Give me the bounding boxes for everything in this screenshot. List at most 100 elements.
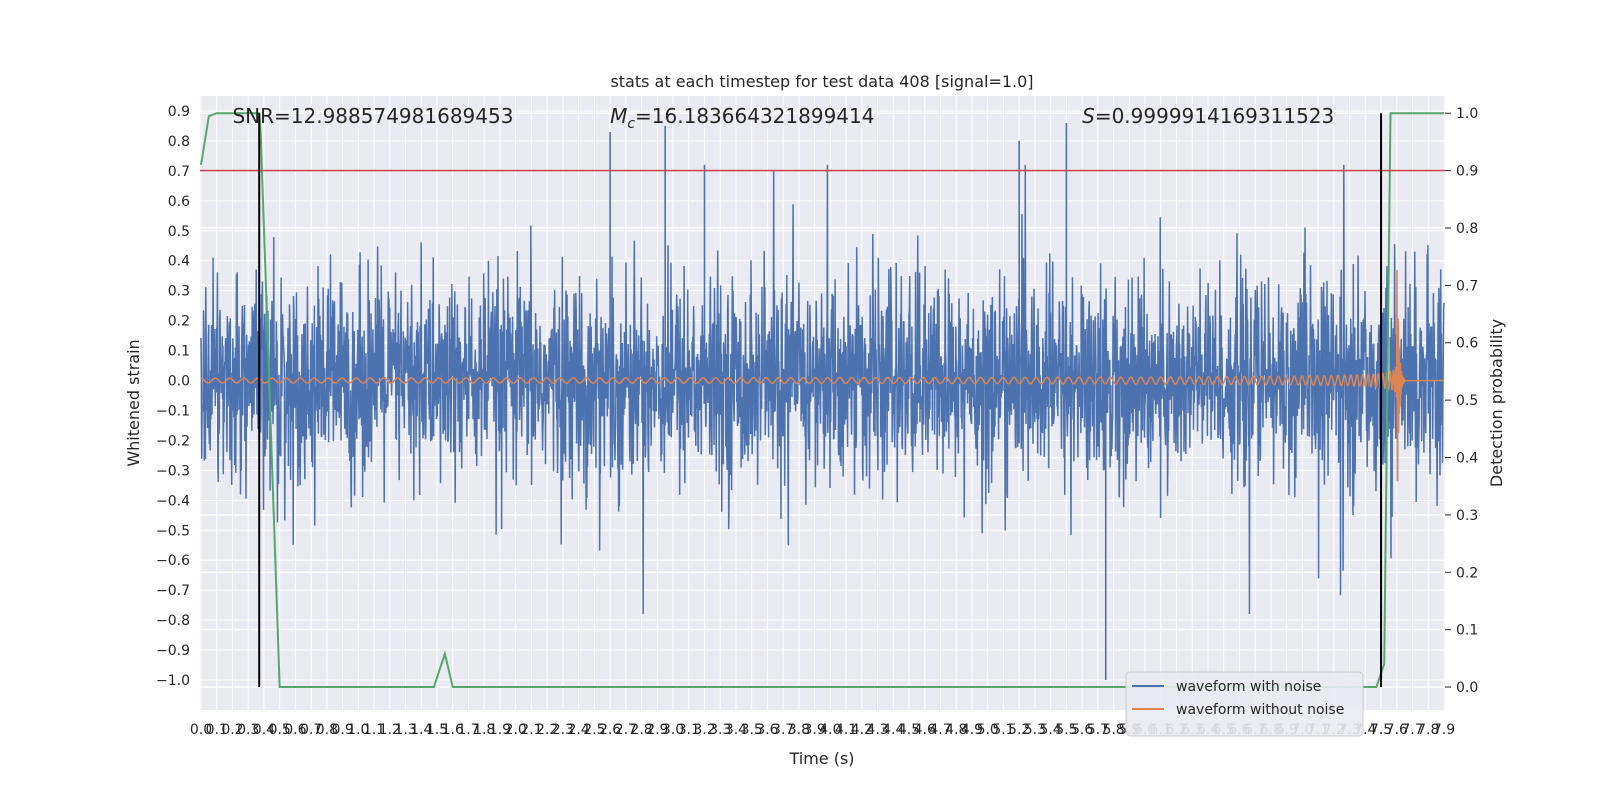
stat-annotation-name: S xyxy=(1082,104,1095,128)
x-tick-label: 2.0 xyxy=(505,722,527,738)
x-tick-label: 1.4 xyxy=(410,722,432,738)
stat-annotation: Mc=16.183664321899414 xyxy=(610,104,874,132)
y2-tick-label: 0.7 xyxy=(1456,278,1478,294)
y-tick-label: −0.2 xyxy=(156,433,190,449)
annotations: SNR=12.988574981689453 Mc=16.183664321899… xyxy=(232,104,1334,132)
y-tick-label: 0.4 xyxy=(168,254,190,270)
x-tick-label: 5.6 xyxy=(1071,722,1093,738)
x-tick-label: 5.8 xyxy=(1102,722,1124,738)
x-tick-label: 3.7 xyxy=(772,722,794,738)
y-tick-label: −0.9 xyxy=(156,643,190,659)
x-tick-label: 4.6 xyxy=(914,722,936,738)
x-tick-label: 1.6 xyxy=(442,722,464,738)
y-tick-label: −0.5 xyxy=(156,523,190,539)
y-tick-label: 0.8 xyxy=(168,134,190,150)
x-tick-label: 3.1 xyxy=(678,722,700,738)
x-tick-label: 3.9 xyxy=(804,722,826,738)
x-tick-label: 3.3 xyxy=(709,722,731,738)
y2-tick-label: 0.4 xyxy=(1456,451,1478,467)
y2-tick-label: 0.6 xyxy=(1456,336,1478,352)
x-tick-label: 5.1 xyxy=(992,722,1014,738)
x-tick-label: 1.9 xyxy=(489,722,511,738)
y2-tick-label: 0.3 xyxy=(1456,508,1478,524)
x-axis-label: Time (s) xyxy=(788,749,854,768)
y2-tick-label: 0.0 xyxy=(1456,680,1478,696)
y2-tick-label: 0.8 xyxy=(1456,221,1478,237)
x-tick-label: 2.7 xyxy=(615,722,637,738)
x-tick-label: 1.5 xyxy=(426,722,448,738)
x-tick-label: 2.1 xyxy=(520,722,542,738)
x-tick-label: 3.5 xyxy=(741,722,763,738)
chart-title: stats at each timestep for test data 408… xyxy=(610,72,1033,91)
x-tick-label: 4.5 xyxy=(898,722,920,738)
y-tick-labels: 0.9 0.8 0.7 0.6 0.5 0.4 0.3 0.2 0.1 0.0 −0.1 −0.2 −0… xyxy=(156,104,190,689)
x-tick-label: 3.8 xyxy=(788,722,810,738)
stat-annotation: S=0.9999914169311523 xyxy=(1082,104,1334,128)
y2-tick-label: 0.2 xyxy=(1456,565,1478,581)
x-tick-label: 7.5 xyxy=(1370,722,1392,738)
x-tick-label: 0.7 xyxy=(300,722,322,738)
stat-annotation-name: M xyxy=(610,104,627,128)
x-tick-label: 3.6 xyxy=(756,722,778,738)
stat-annotation-value: =0.9999914169311523 xyxy=(1095,104,1334,128)
stat-annotation-value: =16.183664321899414 xyxy=(635,104,874,128)
y-tick-label: 0.1 xyxy=(168,344,190,360)
x-tick-label: 1.1 xyxy=(363,722,385,738)
stat-annotation-name: SNR xyxy=(232,104,274,128)
y-tick-label: 0.3 xyxy=(168,284,190,300)
series-waveform-without-noise xyxy=(200,269,1445,482)
x-tick-label: 5.3 xyxy=(1024,722,1046,738)
x-tick-label: 0.4 xyxy=(253,722,275,738)
y-tick-label: −0.7 xyxy=(156,583,190,599)
y-axis-label: Whitened strain xyxy=(124,339,143,466)
x-tick-label: 4.7 xyxy=(929,722,951,738)
x-tick-label: 2.8 xyxy=(630,722,652,738)
x-tick-label: 1.3 xyxy=(394,722,416,738)
y2-axis-label: Detection probability xyxy=(1487,319,1506,487)
x-tick-label: 2.3 xyxy=(552,722,574,738)
y-tick-label: 0.7 xyxy=(168,164,190,180)
x-tick-label: 4.1 xyxy=(835,722,857,738)
y-tick-label: 0.2 xyxy=(168,314,190,330)
y2-tick-label: 0.9 xyxy=(1456,164,1478,180)
x-tick-label: 7.6 xyxy=(1386,722,1408,738)
y-tick-label: −0.8 xyxy=(156,613,190,629)
legend: waveform with noise waveform without nois… xyxy=(1125,671,1364,737)
x-tick-label: 4.8 xyxy=(945,722,967,738)
x-tick-label: 1.2 xyxy=(379,722,401,738)
x-tick-label: 0.1 xyxy=(206,722,228,738)
y-tick-label: 0.5 xyxy=(168,224,190,240)
x-tick-label: 1.0 xyxy=(347,722,369,738)
x-tick-label: 0.6 xyxy=(284,722,306,738)
x-tick-label: 0.2 xyxy=(221,722,243,738)
x-tick-label: 7.8 xyxy=(1417,722,1439,738)
x-tick-label: 4.9 xyxy=(961,722,983,738)
y-tick-label: −0.4 xyxy=(156,493,190,509)
y2-tick-label: 0.1 xyxy=(1456,623,1478,639)
x-tick-label: 5.7 xyxy=(1087,722,1109,738)
x-tick-label: 0.9 xyxy=(331,722,353,738)
x-tick-label: 4.0 xyxy=(819,722,841,738)
x-tick-label: 2.5 xyxy=(583,722,605,738)
x-tick-label: 1.7 xyxy=(457,722,479,738)
x-tick-label: 7.7 xyxy=(1401,722,1423,738)
x-tick-label: 0.0 xyxy=(190,722,212,738)
y-tick-label: −0.3 xyxy=(156,463,190,479)
x-tick-label: 3.0 xyxy=(662,722,684,738)
y-tick-label: 0.0 xyxy=(168,374,190,390)
x-tick-label: 2.6 xyxy=(599,722,621,738)
legend-box xyxy=(1125,671,1364,737)
stat-annotation-subscript: c xyxy=(627,116,635,132)
y2-tick-labels: 1.0 0.9 0.8 0.7 0.6 0.5 0.4 0.3 0.2 0.1 0.0 xyxy=(1445,106,1478,696)
y-tick-label: −0.1 xyxy=(156,403,190,419)
x-tick-label: 1.8 xyxy=(473,722,495,738)
x-tick-label: 2.4 xyxy=(567,722,589,738)
x-tick-label: 5.5 xyxy=(1055,722,1077,738)
x-tick-label: 5.4 xyxy=(1040,722,1062,738)
x-tick-label: 0.3 xyxy=(237,722,259,738)
x-tick-label: 3.2 xyxy=(693,722,715,738)
y2-tick-label: 1.0 xyxy=(1456,106,1478,122)
y-tick-label: 0.9 xyxy=(168,104,190,120)
y-tick-label: 0.6 xyxy=(168,194,190,210)
